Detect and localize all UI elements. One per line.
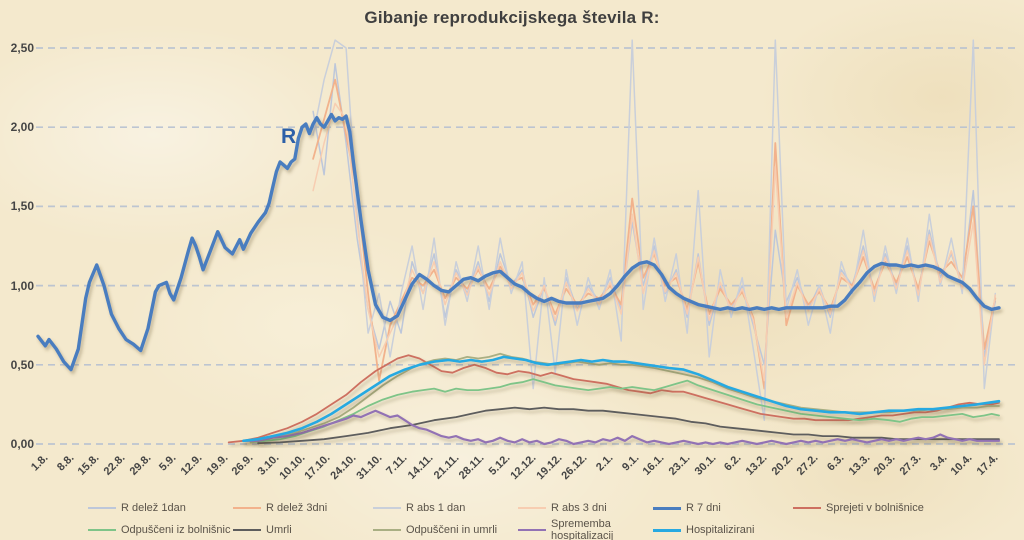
legend-label: R abs 1 dan [406, 502, 466, 514]
legend-item-hospitalizirani: Hospitalizirani [653, 524, 754, 536]
y-tick-label: 2,00 [10, 120, 34, 135]
legend-swatch-hospitalizirani [653, 528, 681, 532]
series-line-r-abs-3-dni [312, 102, 997, 382]
legend-label: Hospitalizirani [686, 524, 755, 536]
legend-label: R 7 dni [686, 502, 721, 514]
legend-swatch-sprememba-hospitalizacij [518, 529, 546, 531]
legend-swatch-r-dele-1dan [88, 507, 116, 509]
legend-label: Sprejeti v bolnišnice [826, 502, 924, 514]
series-line-sprejeti-v-bolni-nice [227, 354, 1000, 444]
legend-swatch-r-dele-3dni [233, 507, 261, 509]
series-line-umrli [257, 406, 1000, 445]
legend-swatch-r-abs-1-dan [373, 507, 401, 509]
legend-item-r-abs-1-dan: R abs 1 dan [373, 502, 518, 514]
series-line-odpu-eni-in-umrli [249, 352, 1000, 444]
y-tick-label: 0,00 [10, 437, 34, 451]
legend-row-1: R delež 1dan R delež 3dni R abs 1 dan R abs… [88, 501, 924, 515]
legend-item-sprememba-hospitalizacij: Sprememba hospitalizacij [518, 518, 653, 540]
r-series-annotation: R [281, 125, 297, 148]
series-line-r-dele-3dni [312, 78, 997, 390]
legend-row-2: Odpuščeni iz bolnišnic Umrli Odpuščeni in … [88, 518, 754, 540]
legend-swatch-r-abs-3-dni [518, 507, 546, 509]
legend-label: Odpuščeni iz bolnišnic [121, 524, 231, 536]
legend-swatch-sprejeti-v-bolni-nice [793, 507, 821, 509]
legend-label: R abs 3 dni [551, 502, 607, 514]
y-tick-label: 1,00 [10, 278, 34, 293]
legend-swatch-odpu-eni-in-umrli [373, 529, 401, 531]
legend-item-r-dele-3dni: R delež 3dni [233, 502, 373, 514]
series-line-odpu-eni-iz-bolni-nic [249, 378, 1000, 444]
series-line-sprememba-hospitalizacij [242, 409, 1001, 446]
series-line-hospitalizirani [242, 355, 1001, 443]
legend-label: R delež 3dni [266, 502, 328, 514]
legend-label: Umrli [266, 524, 292, 536]
y-tick-label: 0,50 [10, 357, 34, 372]
legend-label: R delež 1dan [121, 502, 186, 514]
legend-item-odpu-eni-iz-bolni-nic: Odpuščeni iz bolnišnic [88, 524, 233, 536]
legend-swatch-odpu-eni-iz-bolni-nic [88, 529, 116, 531]
y-tick-label: 2,50 [10, 41, 34, 55]
legend-item-umrli: Umrli [233, 524, 373, 536]
chart-title: Gibanje reprodukcijskega števila R: [364, 8, 660, 27]
legend-label: Sprememba hospitalizacij [551, 518, 614, 540]
series-line-r-abs-1-dan [312, 39, 997, 421]
legend-item-r-dele-1dan: R delež 1dan [88, 502, 233, 514]
legend-item-sprejeti-v-bolni-nice: Sprejeti v bolnišnice [793, 502, 924, 514]
series-line-r-dele-1dan [312, 63, 997, 366]
legend-label: Odpuščeni in umrli [406, 524, 498, 536]
legend-item-odpu-eni-in-umrli: Odpuščeni in umrli [373, 524, 518, 536]
y-tick-label: 1,50 [10, 199, 34, 214]
legend-swatch-umrli [233, 529, 261, 531]
series-line-r-7-dni [36, 112, 1001, 372]
plot-area [36, 39, 1017, 446]
legend-swatch-r-7-dni [653, 506, 681, 510]
legend-item-r-abs-3-dni: R abs 3 dni [518, 502, 653, 514]
legend-item-r-7-dni: R 7 dni [653, 502, 793, 514]
